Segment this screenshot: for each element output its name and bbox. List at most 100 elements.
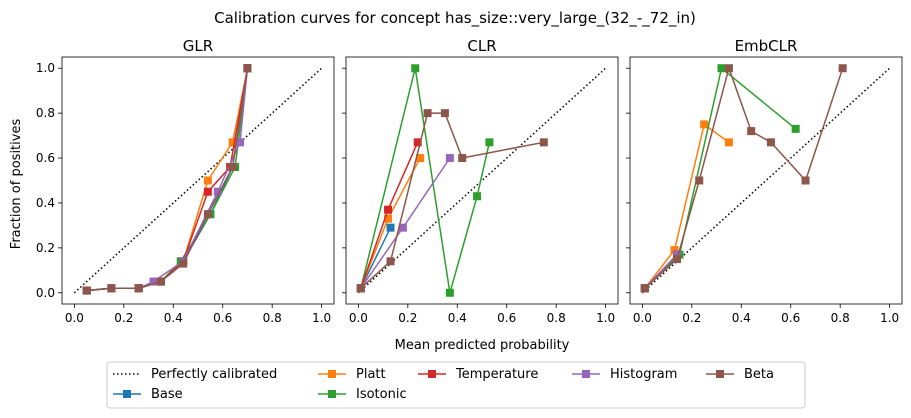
- data-point-platt: [670, 246, 679, 255]
- data-point-base: [386, 223, 395, 232]
- legend-entry-beta: Beta: [706, 367, 774, 382]
- y-tick-label: 1.0: [36, 61, 55, 75]
- series-line-beta: [644, 65, 844, 289]
- series-line-beta: [360, 112, 544, 289]
- data-point-beta: [356, 284, 365, 293]
- x-tick-label: 0.0: [633, 311, 652, 325]
- data-point-beta: [539, 138, 548, 147]
- x-tick-label: 1.0: [880, 311, 899, 325]
- legend-entry-base: Base: [113, 387, 183, 402]
- data-point-isotonic: [717, 64, 726, 73]
- data-point-beta: [179, 259, 188, 268]
- x-tick-label: 0.8: [263, 311, 282, 325]
- data-point-isotonic: [485, 138, 494, 147]
- axes-frame: [629, 56, 903, 305]
- perfectly-calibrated-line: [73, 67, 323, 294]
- data-point-platt: [700, 120, 709, 129]
- data-point-beta: [228, 163, 237, 172]
- x-axis-label: Mean predicted probability: [395, 338, 570, 353]
- x-tick-label: 1.0: [312, 311, 331, 325]
- y-tick-label: 0.8: [36, 106, 55, 120]
- data-point-histogram: [149, 277, 158, 286]
- data-point-isotonic: [445, 288, 454, 297]
- panel-title: GLR: [183, 37, 213, 55]
- data-point-histogram: [213, 187, 222, 196]
- series-line-isotonic: [360, 68, 491, 294]
- data-point-platt: [203, 176, 212, 185]
- data-point-temperature: [413, 138, 422, 147]
- data-point-beta: [801, 176, 810, 185]
- legend-label: Perfectly calibrated: [151, 367, 277, 382]
- data-point-beta: [458, 154, 467, 163]
- series-line-histogram: [86, 68, 249, 292]
- data-point-isotonic: [473, 192, 482, 201]
- x-tick-label: 0.2: [114, 311, 133, 325]
- legend-label: Beta: [744, 367, 774, 382]
- panel-title: EmbCLR: [735, 37, 798, 55]
- data-point-temperature: [384, 205, 393, 214]
- x-tick-label: 0.6: [781, 311, 800, 325]
- x-tick-label: 0.8: [547, 311, 566, 325]
- series-line-isotonic: [644, 66, 797, 289]
- legend-label: Platt: [356, 367, 386, 382]
- data-point-temperature: [203, 187, 212, 196]
- x-tick-label: 0.4: [448, 311, 467, 325]
- data-point-beta: [724, 64, 733, 73]
- x-tick-label: 0.6: [213, 311, 232, 325]
- data-point-beta: [640, 284, 649, 293]
- x-tick-label: 0.8: [831, 311, 850, 325]
- legend-entry-temperature: Temperature: [418, 367, 538, 382]
- y-tick-label: 0.6: [36, 151, 55, 165]
- y-tick-label: 0.4: [36, 196, 55, 210]
- legend-marker: [328, 370, 336, 378]
- data-point-beta: [423, 109, 432, 118]
- series-line-platt: [644, 123, 730, 289]
- legend-marker: [716, 370, 724, 378]
- data-point-histogram: [236, 138, 245, 147]
- data-point-beta: [747, 127, 756, 136]
- x-tick-label: 0.0: [65, 311, 84, 325]
- data-point-platt: [416, 154, 425, 163]
- x-tick-label: 0.4: [164, 311, 183, 325]
- data-point-beta: [82, 286, 91, 295]
- series-line-base: [360, 227, 392, 289]
- y-tick-label: 0.0: [36, 286, 55, 300]
- legend-marker: [123, 390, 131, 398]
- data-point-histogram: [672, 250, 681, 259]
- x-tick-label: 0.4: [732, 311, 751, 325]
- x-tick-label: 0.6: [497, 311, 516, 325]
- legend-label: Base: [151, 387, 183, 402]
- series-line-beta: [86, 68, 249, 292]
- data-point-beta: [695, 176, 704, 185]
- data-point-beta: [440, 109, 449, 118]
- perfectly-calibrated-line: [357, 67, 607, 294]
- data-point-beta: [107, 284, 116, 293]
- data-point-beta: [672, 255, 681, 264]
- legend-entry-isotonic: Isotonic: [318, 387, 407, 402]
- legend-label: Isotonic: [356, 387, 407, 402]
- legend-label: Temperature: [455, 367, 538, 382]
- x-tick-label: 0.0: [349, 311, 368, 325]
- panel-embclr: EmbCLR 0.0 0.2 0.4 0.6 0.8 1.0: [626, 37, 903, 325]
- y-axis-label: Fraction of positives: [9, 119, 24, 250]
- legend-entry-histogram: Histogram: [572, 367, 677, 382]
- panel-glr: GLR 0.0 0.2 0.4 0.6 0.8 1.0 0.0 0.2 0.4 0.6 0.8 1.0: [36, 37, 335, 325]
- data-point-beta: [243, 64, 252, 73]
- axes-frame: [61, 56, 335, 305]
- data-point-isotonic: [791, 124, 800, 133]
- data-point-beta: [203, 210, 212, 219]
- panel-clr: CLR 0.0 0.2 0.4 0.6 0.8 1.0: [342, 37, 619, 325]
- data-point-platt: [724, 138, 733, 147]
- axes-frame: [345, 56, 619, 305]
- x-tick-label: 0.2: [682, 311, 701, 325]
- legend-label: Histogram: [610, 367, 677, 382]
- data-point-platt: [228, 138, 237, 147]
- data-point-platt: [384, 214, 393, 223]
- data-point-beta: [766, 138, 775, 147]
- data-point-beta: [156, 277, 165, 286]
- legend-marker: [582, 370, 590, 378]
- legend-entry-platt: Platt: [318, 367, 386, 382]
- data-point-beta: [386, 257, 395, 266]
